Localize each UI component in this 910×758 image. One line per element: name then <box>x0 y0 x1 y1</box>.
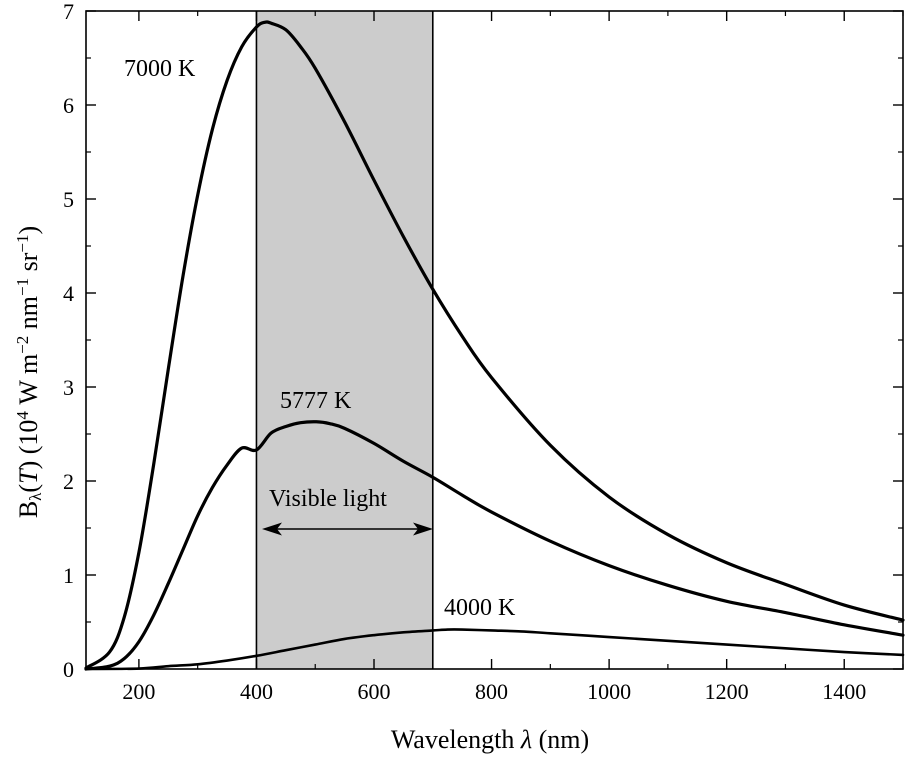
y-title-t: T <box>14 468 43 484</box>
curves-layer <box>84 20 905 671</box>
x-tick-label-400: 400 <box>240 679 273 704</box>
visible-light-arrow-right-head <box>413 522 433 536</box>
y-title-exp-m1b: −1 <box>13 235 32 253</box>
visible-light-label: Visible light <box>269 486 387 512</box>
x-tick-label-1400: 1400 <box>822 679 866 704</box>
x-axis-title-main: Wavelength <box>391 725 521 754</box>
visible-light-band-layer <box>255 11 434 669</box>
curve-5777k <box>84 420 905 671</box>
y-title-sr: sr <box>14 252 43 278</box>
series-label-5777k: 5777 K <box>280 388 352 414</box>
y-tick-label-7: 7 <box>63 0 74 24</box>
y-title-exp-m1a: −1 <box>13 278 32 296</box>
y-tick-label-4: 4 <box>63 281 74 306</box>
curve-7000k <box>84 20 905 670</box>
y-tick-label-6: 6 <box>63 93 74 118</box>
x-tick-label-1200: 1200 <box>705 679 749 704</box>
y-title-exp-m2: −2 <box>13 336 32 354</box>
y-title-end: ) <box>14 226 43 235</box>
y-tick-label-2: 2 <box>63 469 74 494</box>
x-tick-label-200: 200 <box>122 679 155 704</box>
y-axis-title: Bλ(T) (104 W m−2 nm−1 sr−1) <box>13 226 46 518</box>
visible-light-arrow <box>262 522 433 536</box>
series-label-4000k: 4000 K <box>444 595 516 621</box>
y-title-b: B <box>14 501 43 518</box>
x-axis-title-unit: (nm) <box>532 725 589 754</box>
y-title-close: ) (10 <box>14 420 43 470</box>
x-axis-title: Wavelength λ (nm) <box>391 725 589 754</box>
x-tick-label-600: 600 <box>358 679 391 704</box>
y-title-wm: W m <box>14 354 43 411</box>
y-tick-label-1: 1 <box>63 563 74 588</box>
series-label-7000k: 7000 K <box>124 56 196 82</box>
ticks-layer: 200 400 600 800 1000 1200 1400 0 1 2 3 4 5 6 7 <box>63 0 904 704</box>
y-tick-label-0: 0 <box>63 657 74 682</box>
y-title-exp4: 4 <box>13 411 32 420</box>
plot-frame <box>85 10 904 670</box>
axes-layer <box>85 10 904 670</box>
y-title-open: ( <box>14 484 43 493</box>
curve-4000k <box>84 628 905 671</box>
x-axis-title-lambda: λ <box>520 725 532 754</box>
y-title-nm: nm <box>14 296 43 336</box>
x-tick-label-800: 800 <box>475 679 508 704</box>
visible-light-arrow-left-head <box>262 522 282 536</box>
x-tick-label-1000: 1000 <box>587 679 631 704</box>
y-tick-label-3: 3 <box>63 375 74 400</box>
y-tick-label-5: 5 <box>63 187 74 212</box>
y-title-lambda-sub: λ <box>26 492 45 501</box>
visible-light-band <box>256 11 433 669</box>
